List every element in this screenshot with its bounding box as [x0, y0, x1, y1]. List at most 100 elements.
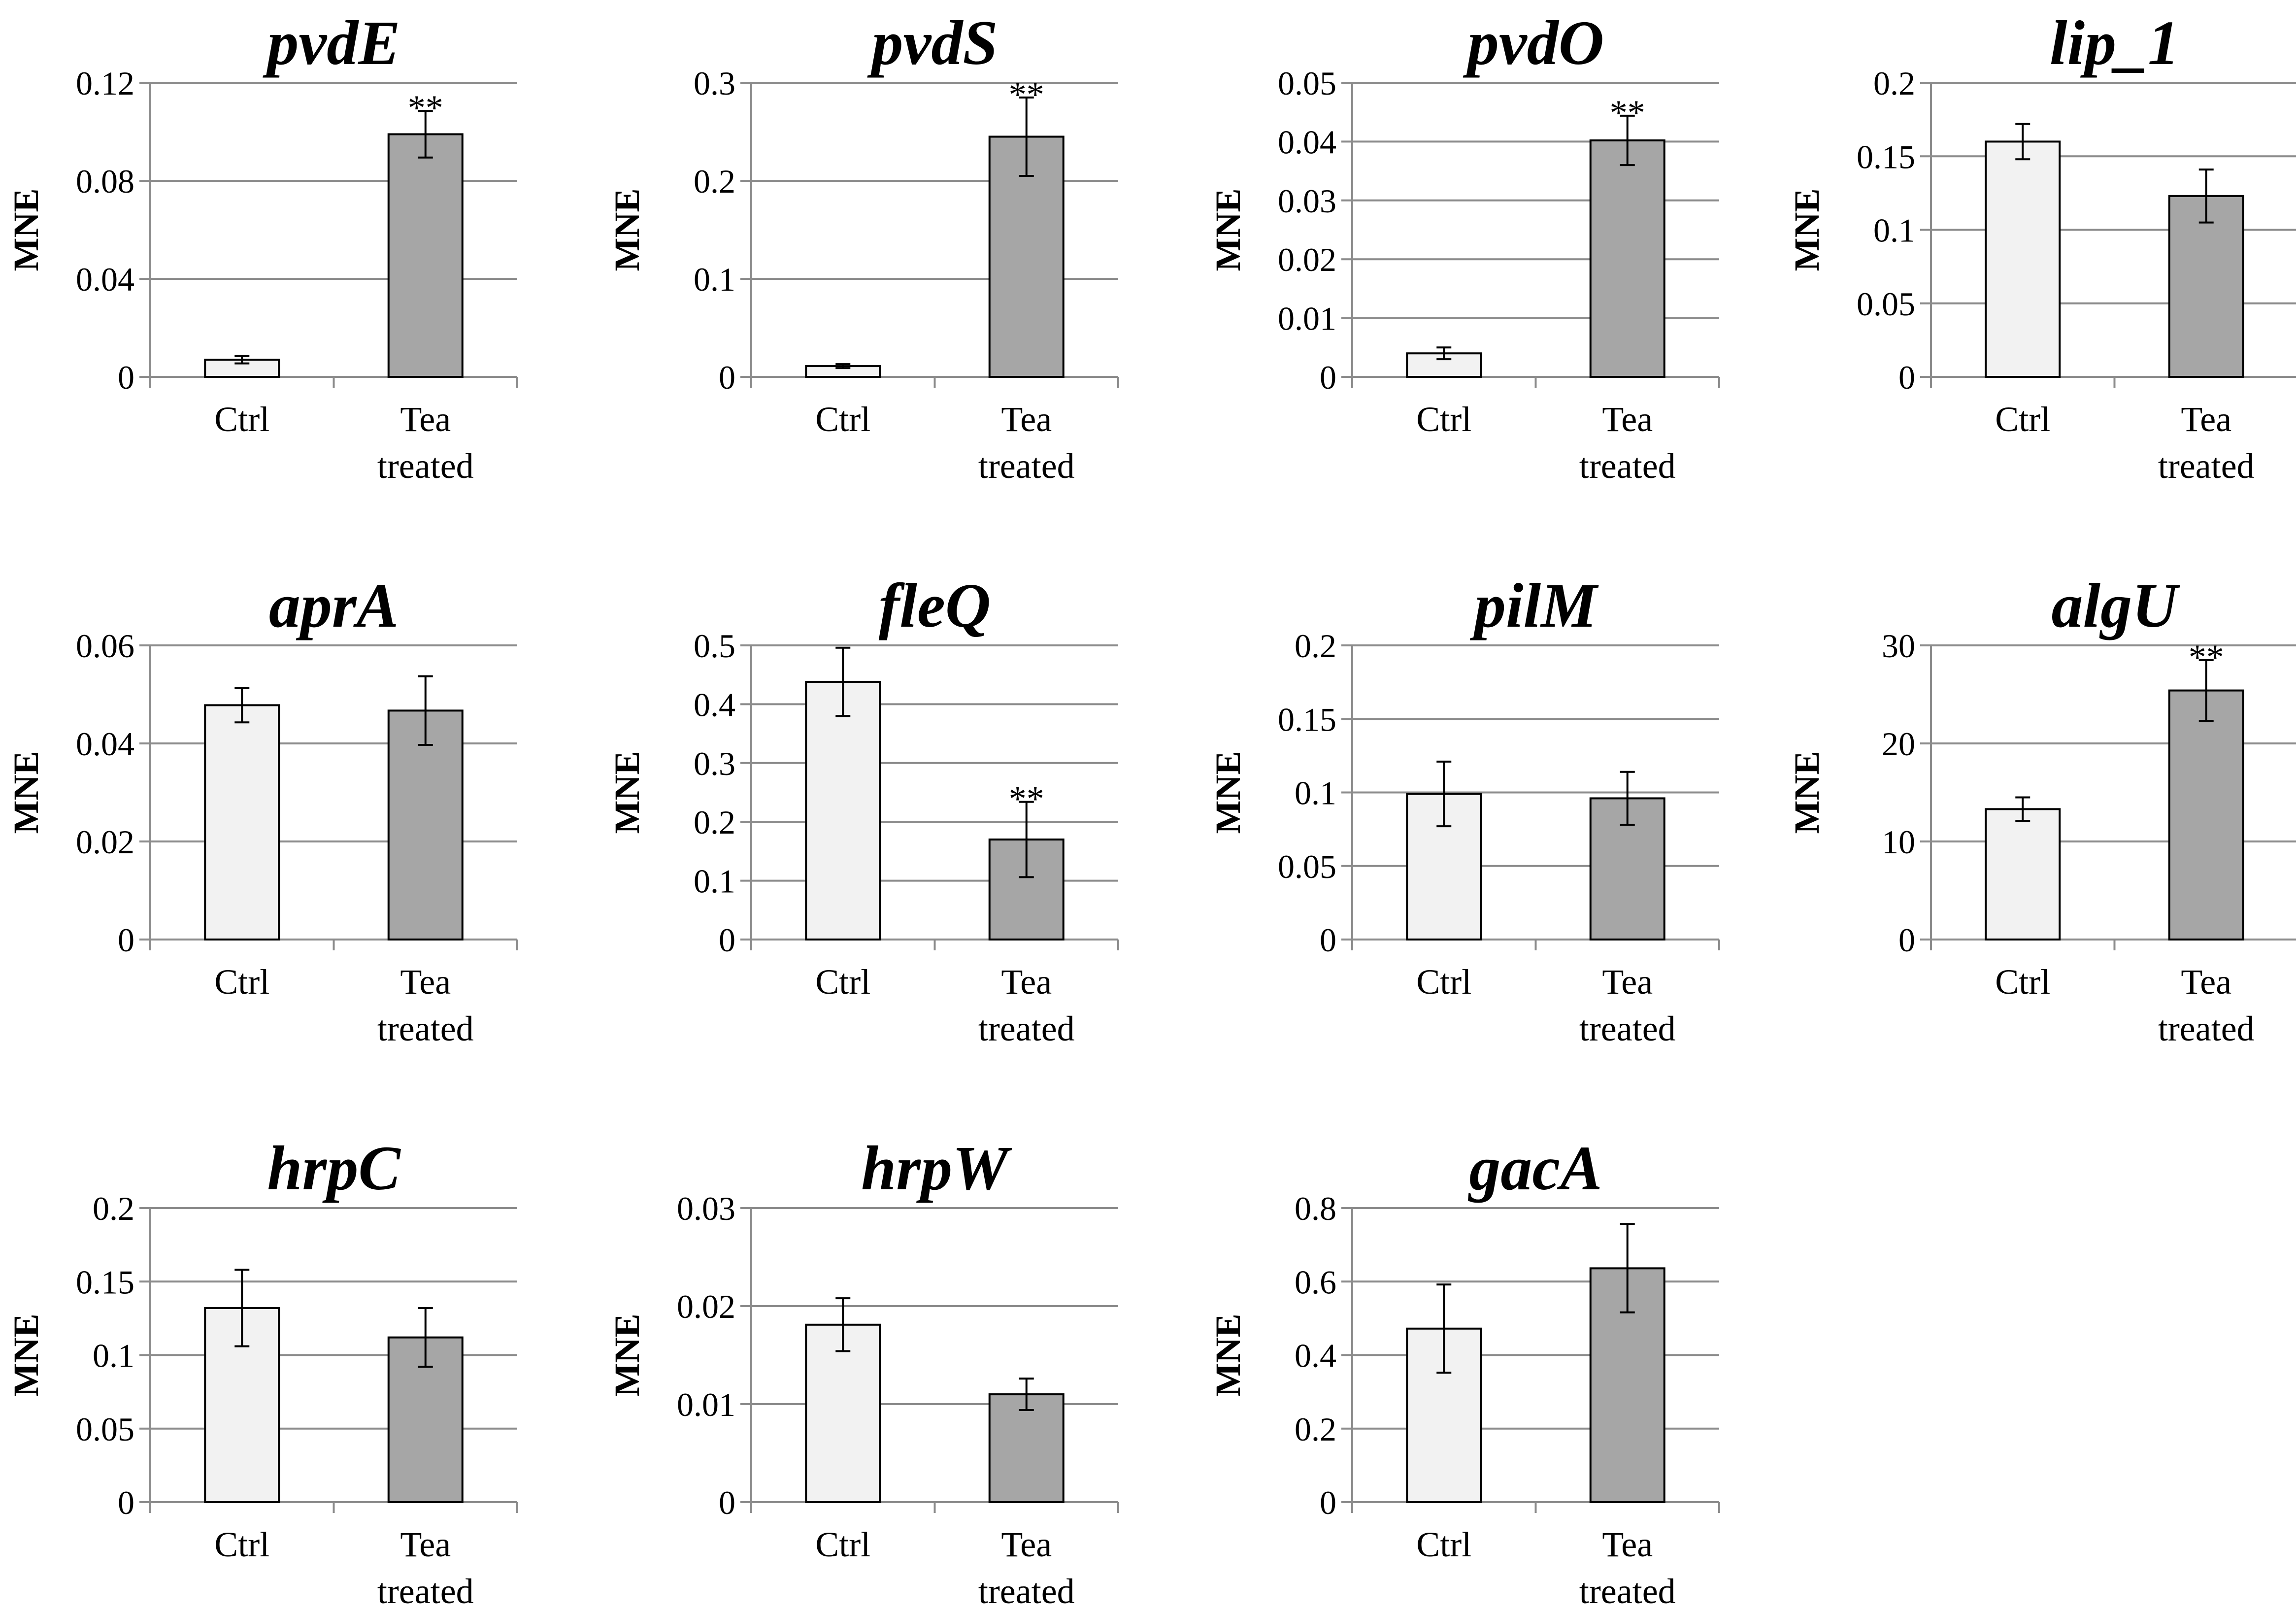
- chart-algU-bar-ctrl: [1985, 808, 2061, 940]
- chart-algU-ytick-label: 30: [1882, 627, 1915, 665]
- chart-pvdO-ytick-label: 0.05: [1278, 65, 1336, 102]
- chart-pvdO-category-label-part: treated: [1579, 446, 1676, 486]
- chart-gacA-errorbar-ctrl: [1436, 1283, 1452, 1374]
- chart-pvdO-category-label-ctrl: Ctrl: [1416, 400, 1471, 439]
- chart-lip-1-bar-ctrl: [1985, 140, 2061, 378]
- chart-pvdE-category-label-ctrl: Ctrl: [214, 400, 269, 439]
- chart-lip-1-category-label-part: Ctrl: [1995, 400, 2050, 439]
- chart-aprA-panel: aprA MNE 0 0.02 0.04 0.06 Ctrl Tea treated: [6, 571, 518, 1048]
- chart-lip-1-ylabel: MNE: [1787, 189, 1827, 271]
- chart-hrpC-category-label-part: treated: [377, 1572, 474, 1611]
- chart-algU-title: algU: [2052, 571, 2181, 640]
- chart-fleQ-ylabel: MNE: [607, 751, 647, 834]
- chart-gacA-ytick-label: 0: [1320, 1484, 1336, 1521]
- chart-hrpC-panel: hrpC MNE 0 0.05 0.1 0.15 0.2 Ctrl Tea treated: [6, 1133, 518, 1611]
- chart-gacA-errorbar-tea-treated: [1620, 1223, 1635, 1313]
- chart-pvdE-errorbar-tea-treated: [418, 110, 433, 159]
- chart-algU-ytick-label: 0: [1898, 921, 1915, 959]
- chart-hrpW-ylabel: MNE: [607, 1314, 647, 1397]
- chart-algU-ytick-label: 20: [1882, 725, 1915, 763]
- chart-pvdE-ylabel: MNE: [6, 189, 46, 271]
- chart-pilM-category-label-part: Tea: [1602, 962, 1653, 1002]
- chart-pvdO-category-label-part: Tea: [1602, 400, 1653, 439]
- chart-fleQ-category-label-part: Tea: [1001, 962, 1052, 1002]
- chart-pvdE-ytick-label: 0: [118, 359, 134, 396]
- chart-pilM-ytick-label: 0.2: [1295, 627, 1336, 665]
- chart-pvdE-bar-tea-treated: [387, 133, 464, 378]
- chart-lip-1-ytick-label: 0.05: [1857, 285, 1915, 323]
- chart-pilM-ylabel: MNE: [1208, 751, 1248, 834]
- chart-pilM-title: pilM: [1469, 571, 1599, 640]
- chart-gacA-panel: gacA MNE 0 0.2 0.4 0.6 0.8 Ctrl Tea treated: [1208, 1133, 1720, 1611]
- chart-pvdS-category-label-part: treated: [978, 446, 1075, 486]
- chart-pvdS-significance-tea-treated: **: [1009, 75, 1044, 114]
- chart-fleQ-title: fleQ: [879, 571, 991, 640]
- chart-hrpC-title: hrpC: [267, 1133, 401, 1203]
- chart-lip-1-category-label-tea-treated: Tea treated: [2158, 400, 2255, 486]
- chart-hrpC-category-label-part: Ctrl: [214, 1525, 269, 1564]
- chart-pvdS-title: pvdS: [867, 8, 998, 78]
- chart-pvdE-category-label-tea-treated: Tea treated: [377, 400, 474, 486]
- chart-pvdO-ytick-label: 0.04: [1278, 123, 1336, 161]
- chart-pilM-errorbar-tea-treated: [1620, 771, 1635, 826]
- chart-hrpW-ytick-label: 0.02: [677, 1288, 735, 1325]
- chart-fleQ-category-label-part: treated: [978, 1009, 1075, 1048]
- chart-gacA-ytick-label: 0.2: [1295, 1410, 1336, 1448]
- chart-pvdO-bar-tea-treated: [1589, 139, 1665, 378]
- chart-pvdO-title: pvdO: [1463, 8, 1604, 78]
- chart-hrpW-category-label-part: Ctrl: [815, 1525, 870, 1564]
- chart-pvdE-significance-tea-treated: **: [408, 88, 443, 128]
- chart-fleQ-category-label-tea-treated: Tea treated: [978, 962, 1075, 1048]
- chart-pvdO-panel: pvdO MNE 0 0.01 0.02 0.03 0.04 0.05 Ctrl ** Tea tre…: [1208, 8, 1720, 486]
- chart-algU-category-label-ctrl: Ctrl: [1995, 962, 2050, 1002]
- chart-pilM-errorbar-ctrl: [1436, 760, 1452, 828]
- chart-pvdS-ytick-label: 0: [719, 359, 735, 396]
- chart-hrpC-ylabel: MNE: [6, 1314, 46, 1397]
- chart-pvdO-ytick-label: 0.02: [1278, 241, 1336, 278]
- chart-gacA-ytick-label: 0.8: [1295, 1190, 1336, 1227]
- chart-algU-category-label-tea-treated: Tea treated: [2158, 962, 2255, 1048]
- chart-hrpC-category-label-part: Tea: [400, 1525, 451, 1564]
- chart-lip-1-panel: lip_1 MNE 0 0.05 0.1 0.15 0.2 Ctrl Tea treated: [1787, 8, 2296, 486]
- chart-pvdS-ytick-label: 0.1: [694, 261, 735, 298]
- chart-pvdS-category-label-tea-treated: Tea treated: [978, 400, 1075, 486]
- chart-algU-category-label-part: Ctrl: [1995, 962, 2050, 1002]
- chart-aprA-ytick-label: 0.06: [76, 627, 134, 665]
- chart-gacA-ytick-label: 0.4: [1295, 1337, 1336, 1375]
- chart-aprA-errorbar-tea-treated: [418, 675, 433, 746]
- chart-lip-1-ytick-label: 0.2: [1873, 65, 1915, 102]
- chart-hrpW-bar-ctrl: [805, 1323, 881, 1504]
- chart-pvdE-category-label-part: treated: [377, 446, 474, 486]
- chart-hrpC-errorbar-ctrl: [234, 1269, 250, 1347]
- chart-algU-errorbar-tea-treated: [2198, 659, 2214, 722]
- chart-hrpW-errorbar-ctrl: [835, 1297, 851, 1352]
- chart-pilM-panel: pilM MNE 0 0.05 0.1 0.15 0.2 Ctrl Tea treated: [1208, 571, 1720, 1048]
- chart-fleQ-significance-tea-treated: **: [1009, 779, 1044, 819]
- chart-fleQ-ytick-label: 0.3: [694, 745, 735, 782]
- chart-aprA-errorbar-ctrl: [234, 687, 250, 724]
- chart-pilM-category-label-part: treated: [1579, 1009, 1676, 1048]
- chart-hrpC-ytick-label: 0.15: [76, 1263, 134, 1301]
- chart-lip-1-category-label-part: Tea: [2181, 400, 2231, 439]
- chart-pvdE-ytick-label: 0.08: [76, 163, 134, 200]
- chart-pvdE-ytick-label: 0.04: [76, 261, 134, 298]
- chart-pvdO-category-label-tea-treated: Tea treated: [1579, 400, 1676, 486]
- chart-pvdS-errorbar-ctrl: [835, 363, 851, 369]
- chart-pvdO-category-label-part: Ctrl: [1416, 400, 1471, 439]
- chart-lip-1-category-label-ctrl: Ctrl: [1995, 400, 2050, 439]
- chart-algU-category-label-part: treated: [2158, 1009, 2255, 1048]
- chart-pvdS-ytick-label: 0.2: [694, 163, 735, 200]
- chart-pvdO-errorbar-tea-treated: [1620, 114, 1635, 167]
- chart-aprA-title: aprA: [269, 571, 399, 640]
- chart-hrpC-ytick-label: 0: [118, 1484, 134, 1521]
- chart-pvdO-errorbar-ctrl: [1436, 346, 1452, 361]
- chart-aprA-ytick-label: 0: [118, 921, 134, 959]
- chart-pvdE-ytick-label: 0.12: [76, 65, 134, 102]
- chart-aprA-bar-ctrl: [204, 704, 280, 940]
- chart-lip-1-bar-tea-treated: [2168, 195, 2244, 378]
- chart-algU-errorbar-ctrl: [2015, 796, 2030, 822]
- chart-pilM-category-label-tea-treated: Tea treated: [1579, 962, 1676, 1048]
- chart-hrpW-bar-tea-treated: [988, 1393, 1065, 1504]
- chart-fleQ-errorbar-tea-treated: [1019, 801, 1034, 878]
